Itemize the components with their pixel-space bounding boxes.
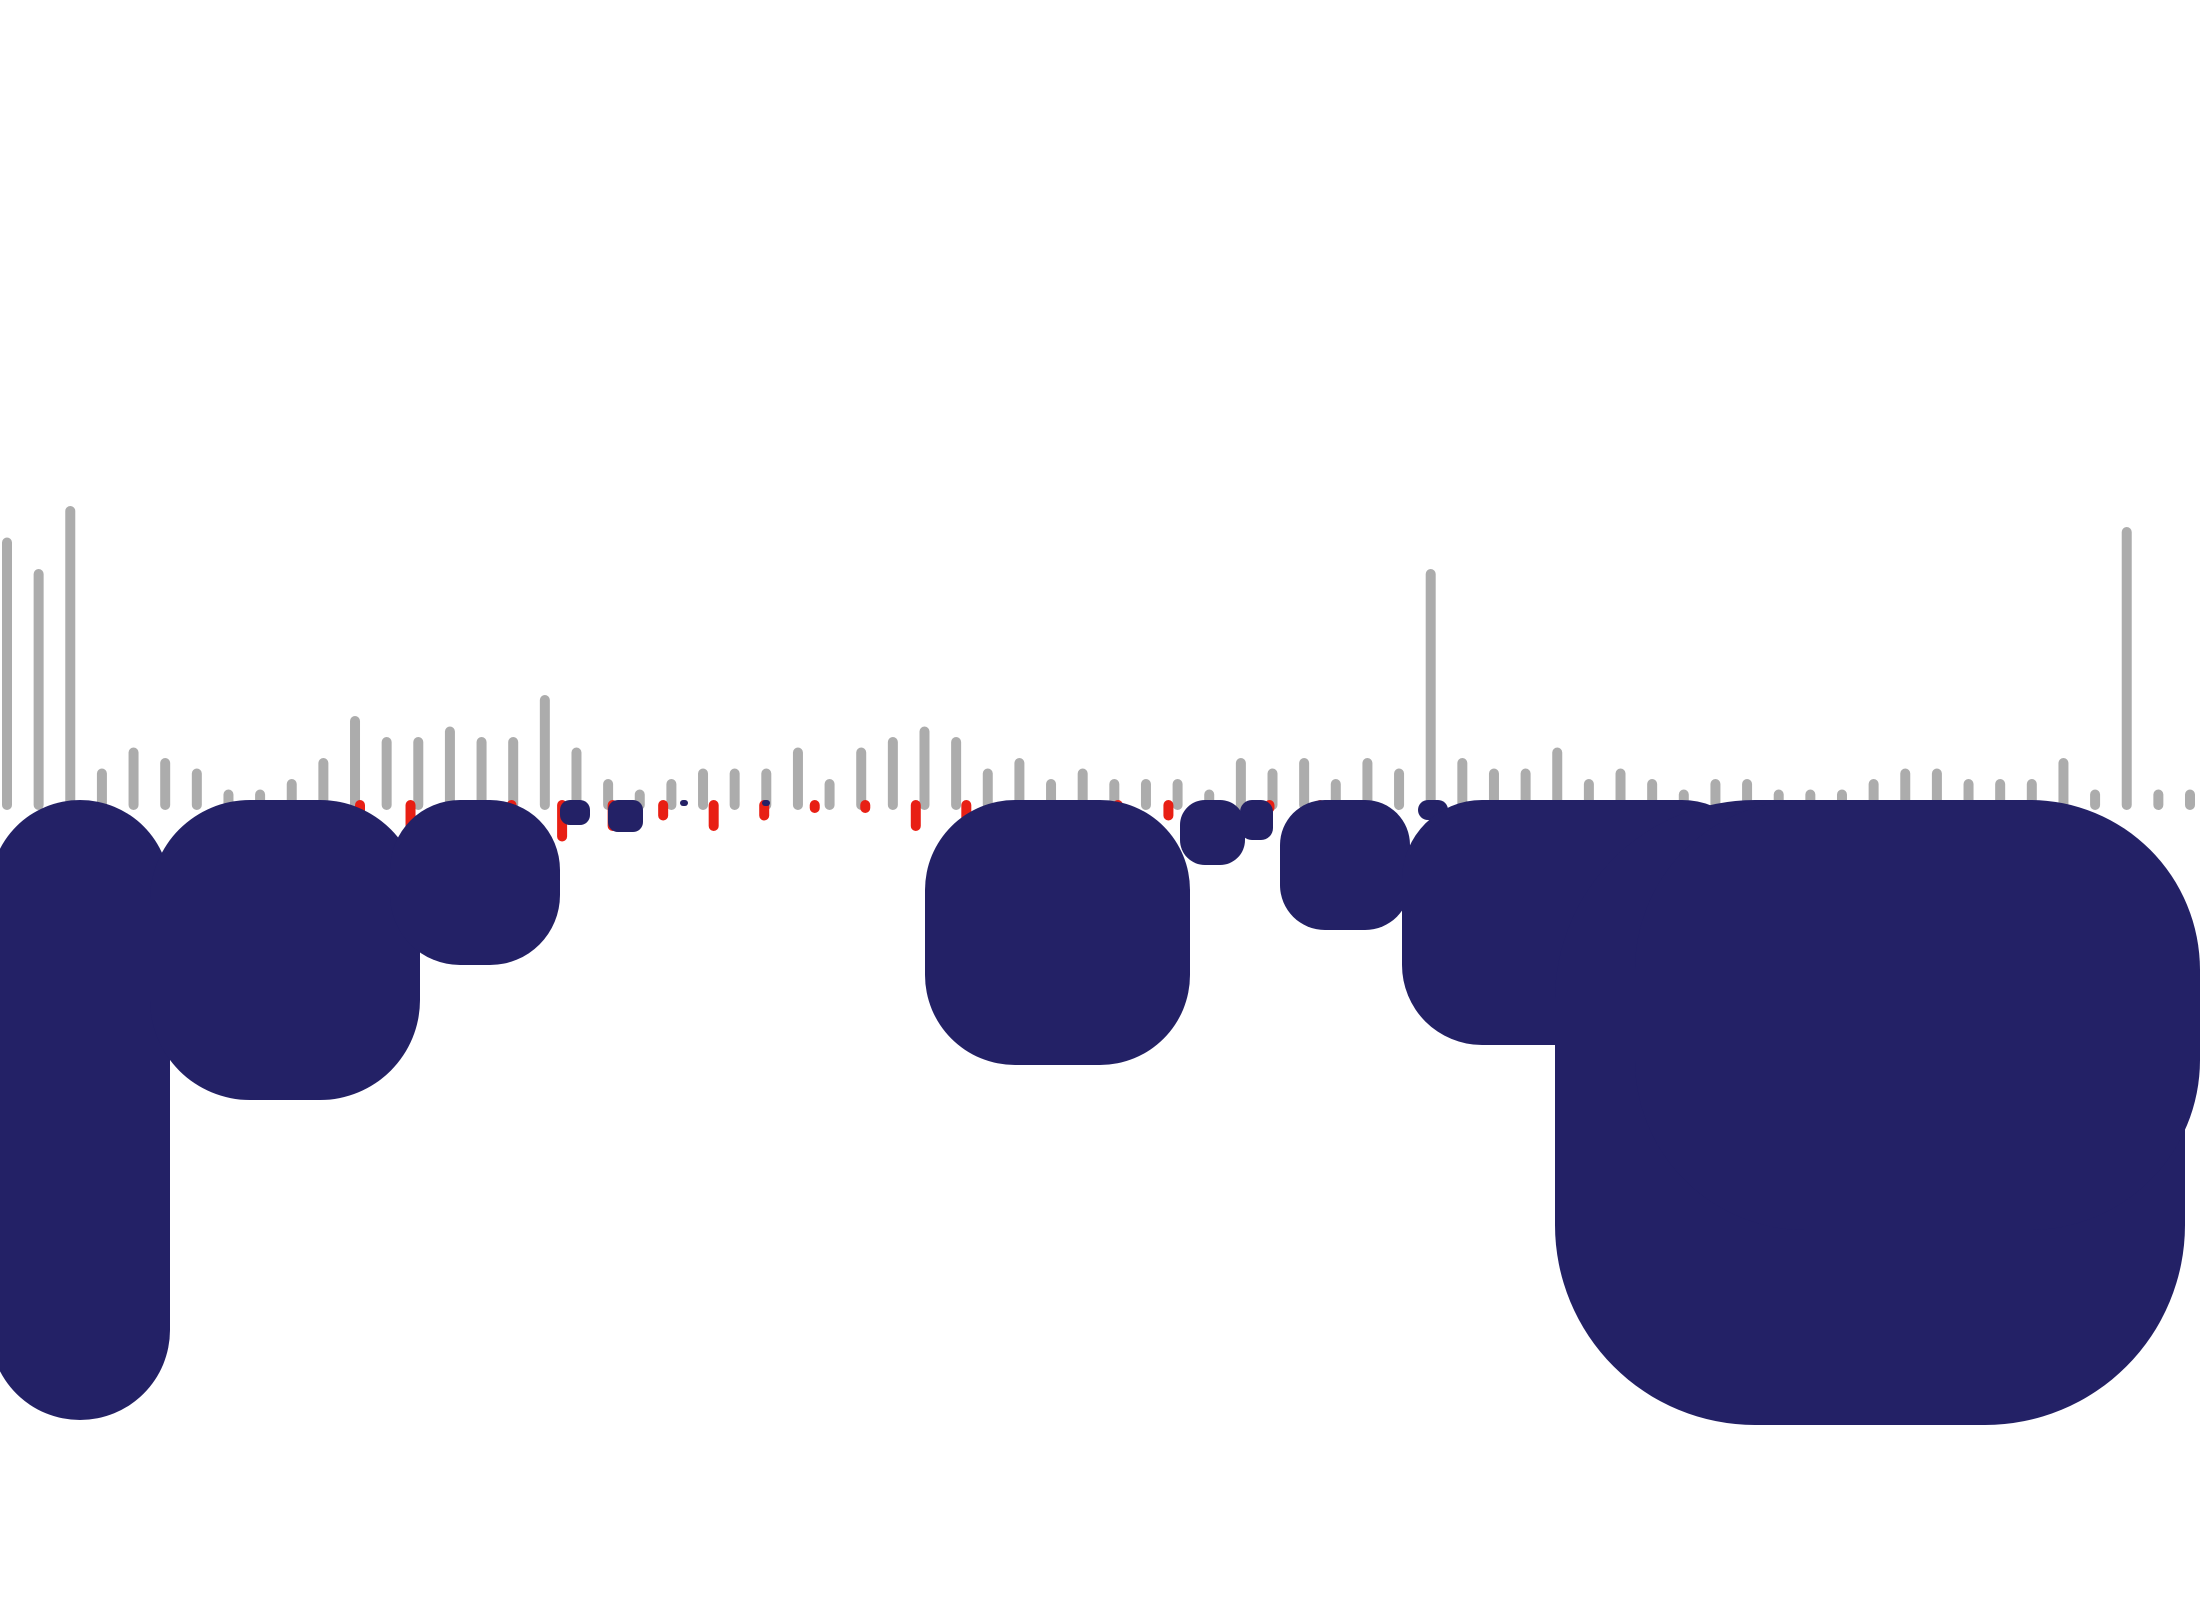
blob-shape — [1240, 800, 1273, 840]
blob-shape — [925, 800, 1190, 1065]
blob-shape — [1180, 800, 1245, 865]
blob-layer — [0, 800, 2200, 1425]
blob-shape — [390, 800, 560, 965]
blob-shape — [680, 800, 688, 806]
blob-shape — [560, 800, 590, 825]
blob-shape — [0, 800, 170, 1420]
blob-shape — [1280, 800, 1410, 930]
blob-shape — [1635, 800, 2200, 1230]
blob-shape — [150, 800, 420, 1100]
blob-shape — [762, 800, 770, 806]
blob-shape — [608, 800, 643, 832]
